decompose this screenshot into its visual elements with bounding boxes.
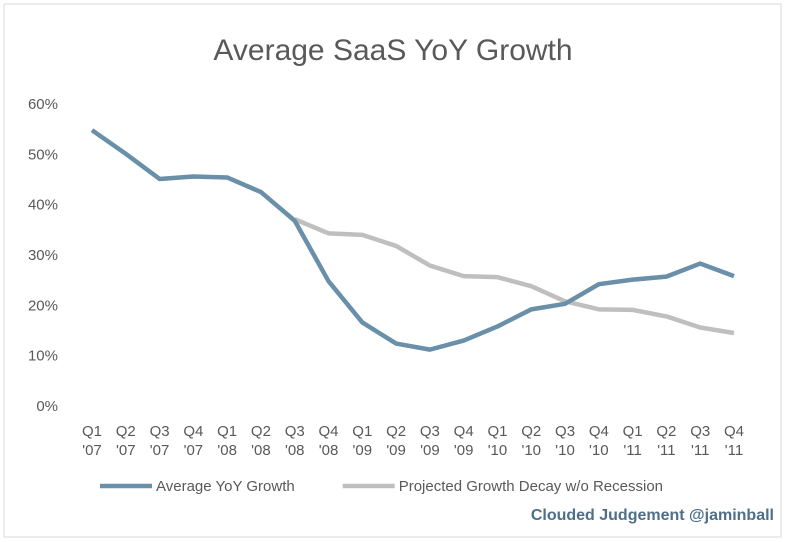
x-tick-label: Q2 '11 <box>656 423 677 459</box>
y-tick-label: 10% <box>28 348 58 365</box>
x-tick-label: Q1 '07 <box>81 423 102 459</box>
x-tick-label: Q4 '11 <box>723 423 744 459</box>
y-tick-label: 20% <box>28 297 58 314</box>
x-tick-label: Q3 '09 <box>419 423 440 459</box>
line <box>293 217 735 336</box>
x-tick-label: Q4 '08 <box>318 423 339 459</box>
x-tick-label: Q3 '10 <box>555 423 576 459</box>
x-tick-label: Q2 '08 <box>250 423 271 459</box>
x-tick-label: Q2 '09 <box>386 423 407 459</box>
chart-title: Average SaaS YoY Growth <box>213 34 572 67</box>
x-tick-label: Q1 '11 <box>622 423 643 459</box>
x-tick-label: Q3 '11 <box>690 423 711 459</box>
y-tick-label: 50% <box>28 146 58 163</box>
y-tick-label: 60% <box>28 96 58 113</box>
x-tick-label: Q3 '08 <box>284 423 305 459</box>
x-tick-label: Q4 '09 <box>453 423 474 459</box>
y-tick-label: 0% <box>36 398 58 415</box>
x-tick-label: Q2 '10 <box>521 423 542 459</box>
x-tick-label: Q4 '10 <box>588 423 609 459</box>
line <box>90 128 735 352</box>
chart-border <box>3 3 782 538</box>
legend-label: Projected Growth Decay w/o Recession <box>399 478 663 495</box>
legend-label: Average YoY Growth <box>156 478 295 495</box>
y-tick-label: 40% <box>28 197 58 214</box>
source: Clouded Judgement @jaminball <box>531 507 774 524</box>
x-tick-label: Q1 '10 <box>487 423 508 459</box>
x-tick-label: Q1 '09 <box>352 423 373 459</box>
x-tick-label: Q2 '07 <box>115 423 136 459</box>
x-tick-label: Q1 '08 <box>217 423 238 459</box>
x-tick-label: Q4 '07 <box>183 423 204 459</box>
y-tick-label: 30% <box>28 247 58 264</box>
x-tick-label: Q3 '07 <box>149 423 170 459</box>
